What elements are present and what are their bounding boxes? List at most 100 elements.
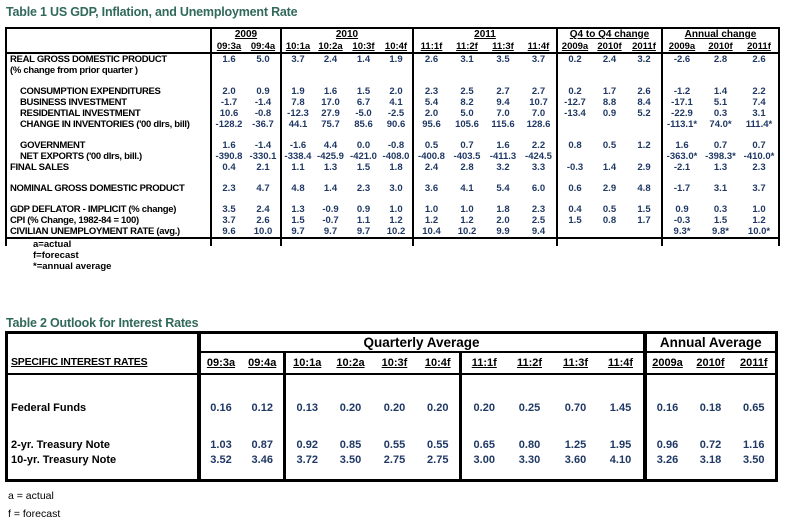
- table1-row: NET EXPORTS ('00 dlrs, bill.) -390.8 -330.…: [6, 151, 779, 162]
- table1-row: CONSUMPTION EXPENDITURES 2.0 0.9 1.9 1.6 1.5 2…: [6, 86, 779, 97]
- table1-value-cell: -1.7: [210, 97, 246, 108]
- table2-spacer-cell: [507, 416, 553, 438]
- table1-stub-cell: [314, 238, 347, 246]
- table1-row: CHANGE IN INVENTORIES ('00 dlrs, bill) -1…: [6, 119, 779, 130]
- table1-row-label: FINAL SALES: [10, 162, 69, 173]
- table1-value-cell: 3.7: [280, 53, 314, 76]
- table1-column-header: 11:4f: [521, 40, 557, 54]
- table1-value-cell: 1.9: [389, 54, 403, 65]
- table1-value-cell: 0.8: [556, 140, 592, 151]
- table2-corner: [7, 333, 199, 352]
- table2-column-header: 10:4f: [416, 351, 461, 375]
- table1-stub-cell: [627, 238, 662, 246]
- table1-value-cell: [627, 119, 662, 130]
- table1-value-cell: 5.0: [460, 108, 474, 119]
- table1-value-cell: 4.1: [389, 97, 403, 108]
- table1-value-cell: 4.8: [280, 183, 314, 194]
- table1-value-cell: 1.2: [389, 215, 403, 226]
- table2-value-cell: 0.16: [196, 400, 242, 416]
- table2-spacer-cell: [242, 468, 285, 481]
- table2-value-cell: 0.55: [383, 439, 406, 451]
- table1-value-cell: 5.4: [412, 97, 449, 108]
- table1-value-cell: 2.3: [210, 183, 246, 194]
- table1-value-cell: 1.1: [356, 215, 371, 226]
- table2-label-header: SPECIFIC INTEREST RATES: [6, 351, 199, 375]
- table1-row: CIVILIAN UNEMPLOYMENT RATE (avg.) 9.6 10.0…: [6, 226, 779, 239]
- table2-spacer-cell: [459, 373, 507, 401]
- table1-year-group-header: 2011: [412, 28, 557, 40]
- table2-column-header: 11:4f: [598, 351, 645, 375]
- table1-value-cell: 1.2: [637, 140, 651, 151]
- table1-value-cell: 10.0*: [740, 226, 779, 239]
- table1-value-cell: 1.5: [556, 215, 592, 226]
- table2-spacer-cell: [642, 373, 689, 401]
- table2-value-cell: 0.55: [427, 439, 449, 451]
- table1-value-cell: 2.8: [460, 162, 474, 173]
- table1-value-cell: 1.7: [602, 86, 617, 97]
- table1-value-cell: 74.0*: [709, 119, 732, 130]
- table1-value-cell: 9.7: [347, 226, 380, 239]
- table2-value-cell: 0.80: [518, 439, 541, 451]
- table1-value-cell: -410.0*: [743, 151, 775, 162]
- table2-spacer-cell: [733, 416, 777, 438]
- table1-value-cell: 1.8: [496, 204, 510, 215]
- table2-column-header: 10:2a: [328, 351, 373, 375]
- table1-value-cell: 10.2: [449, 226, 485, 239]
- table2-value-cell: 0.70: [564, 402, 587, 414]
- table2-value-cell: 3.26: [642, 452, 689, 468]
- table1-value-cell: 1.5: [280, 215, 314, 226]
- table1-year-group-header: 2009: [210, 28, 281, 40]
- table1-row: RESIDENTIAL INVESTMENT 10.6 -0.8 -12.3 27.9 -…: [6, 108, 779, 119]
- table1-stub-cell: [740, 238, 779, 246]
- table2-row: 10-yr. Treasury Note 3.52 3.46 3.72 3.50 2.75…: [7, 452, 777, 468]
- table2-spacer-cell: [329, 374, 373, 401]
- table1-value-cell: 2.4: [602, 54, 617, 65]
- table2-value-cell: 0.20: [427, 402, 449, 414]
- table2-spacer-cell: [507, 468, 553, 481]
- table1-value-cell: [556, 226, 592, 239]
- table1-column-header: 09:3a: [210, 40, 246, 54]
- table1-value-cell: 1.6: [323, 86, 338, 97]
- table2-value-cell: 3.50: [339, 454, 362, 466]
- table1-spacer-cell: [740, 76, 779, 86]
- table1-value-cell: [556, 119, 592, 130]
- table2-spacer-cell: [553, 416, 599, 438]
- table1-value-cell: -1.2: [661, 86, 701, 97]
- table1-value-cell: 3.2: [637, 54, 651, 65]
- table1-row-label: GOVERNMENT: [20, 140, 86, 151]
- table2-spacer-cell: [733, 374, 777, 401]
- table1-value-cell: 1.0: [389, 204, 403, 215]
- table1-value-cell: 2.5: [460, 86, 474, 97]
- table1-value-cell: 2.6: [637, 86, 651, 97]
- table2-value-cell: 0.72: [699, 439, 722, 451]
- table1-value-cell: [627, 226, 662, 239]
- table2-value-cell: 0.20: [383, 402, 406, 414]
- table1-spacer-cell: [314, 194, 347, 204]
- table1-row-label: CHANGE IN INVENTORIES ('00 dlrs, bill): [20, 119, 190, 130]
- table2-value-cell: 0.85: [339, 439, 362, 451]
- table1-value-cell: 8.8: [602, 97, 617, 108]
- table1-value-cell: 3.1: [713, 183, 728, 194]
- table1-row-label: NET EXPORTS ('00 dlrs, bill.): [20, 151, 142, 162]
- table1-column-header: 10:1a: [280, 40, 314, 54]
- table1-value-cell: 0.5: [602, 140, 617, 151]
- table1-value-cell: -128.2: [210, 119, 246, 130]
- table1-value-cell: 2.3: [752, 162, 766, 173]
- table2-footnote-line: a = actual: [8, 490, 54, 502]
- table1-value-cell: 2.4: [256, 204, 270, 215]
- table1-value-cell: 2.3: [531, 204, 546, 215]
- table1-value-cell: 0.9: [256, 86, 270, 97]
- table1-value-cell: 9.6: [210, 226, 246, 239]
- table1-value-cell: 2.9: [602, 183, 617, 194]
- table1-value-cell: -0.7: [322, 215, 339, 226]
- table2-annual-average-header: Annual Average: [642, 332, 777, 353]
- table1-value-cell: 10.0: [246, 226, 281, 239]
- table1-value-cell: -421.0: [350, 151, 377, 162]
- table1-value-cell: -2.5: [387, 108, 405, 119]
- table1-value-cell: -1.4: [254, 140, 272, 151]
- table1-value-cell: -13.4: [556, 108, 592, 119]
- table2-value-cell: 3.60: [564, 454, 587, 466]
- table1-row: GOVERNMENT 1.6 -1.4 -1.6 4.4 0.0 -0.8 0.5 0.7 1.6…: [6, 140, 779, 151]
- table1-stub-cell: [485, 238, 521, 246]
- table2-spacer-cell: [196, 467, 242, 481]
